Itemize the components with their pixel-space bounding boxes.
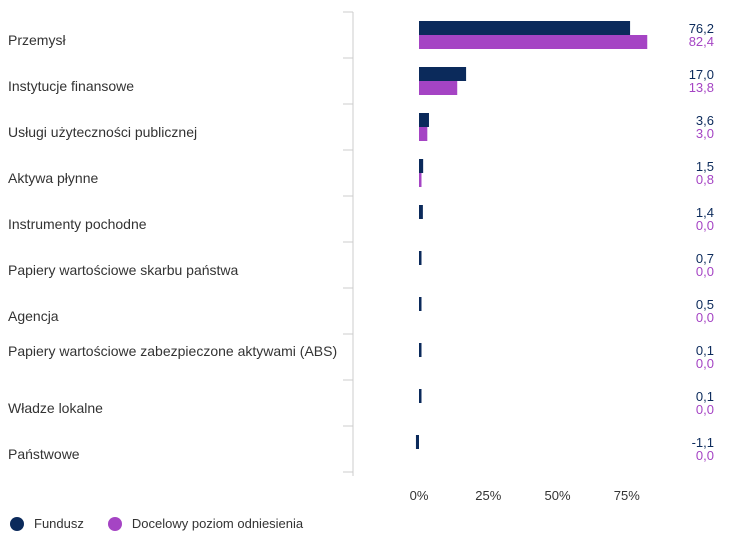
legend-item-fundusz: Fundusz: [10, 516, 84, 531]
data-label-fundusz: 3,6: [695, 113, 714, 128]
category-label: Władze lokalne: [8, 400, 103, 416]
data-label-benchmark: 0,0: [695, 402, 714, 417]
data-label-fundusz: 1,5: [695, 159, 714, 174]
data-label-fundusz: 17,0: [688, 67, 714, 82]
bar-fundusz: [419, 297, 422, 311]
data-label-fundusz: 0,5: [695, 297, 714, 312]
bar-benchmark: [419, 127, 428, 141]
category-label: Papiery wartościowe skarbu państwa: [8, 262, 239, 278]
data-label-fundusz: 0,1: [695, 343, 714, 358]
data-label-fundusz: 0,7: [695, 251, 714, 266]
legend-item-benchmark: Docelowy poziom odniesienia: [107, 516, 304, 531]
legend-swatch-benchmark: [107, 516, 122, 531]
legend-label-benchmark: Docelowy poziom odniesienia: [131, 516, 304, 531]
bar-fundusz: [419, 343, 422, 357]
x-tick-label: 75%: [614, 488, 640, 503]
category-label: Państwowe: [8, 446, 80, 462]
category-label: Usługi użyteczności publicznej: [8, 124, 198, 140]
x-tick-label: 0%: [410, 488, 429, 503]
category-label: Aktywa płynne: [8, 170, 99, 186]
data-label-benchmark: 82,4: [688, 34, 714, 49]
bar-benchmark: [419, 35, 648, 49]
legend: Fundusz Docelowy poziom odniesienia: [10, 516, 327, 531]
data-label-benchmark: 0,0: [695, 310, 714, 325]
data-label-fundusz: 0,1: [695, 389, 714, 404]
category-label: Instytucje finansowe: [8, 78, 135, 94]
data-label-benchmark: 13,8: [688, 80, 714, 95]
data-label-benchmark: 0,8: [695, 172, 714, 187]
data-label-benchmark: 0,0: [695, 448, 714, 463]
category-label: Przemysł: [8, 32, 66, 48]
bar-fundusz: [419, 389, 422, 403]
bar-benchmark: [419, 173, 422, 187]
x-tick-label: 50%: [544, 488, 570, 503]
data-label-benchmark: 3,0: [695, 126, 714, 141]
bar-fundusz: [419, 67, 467, 81]
bar-fundusz: [419, 21, 631, 35]
category-label: Agencja: [8, 308, 59, 324]
x-tick-label: 25%: [475, 488, 501, 503]
bar-benchmark: [419, 81, 458, 95]
data-label-fundusz: 76,2: [688, 21, 714, 36]
category-label: Papiery wartościowe zabezpieczone aktywa…: [8, 343, 338, 359]
bar-fundusz: [419, 251, 422, 265]
data-label-fundusz: 1,4: [695, 205, 714, 220]
bar-fundusz: [415, 435, 419, 449]
data-label-fundusz: -1,1: [691, 435, 714, 450]
legend-label-fundusz: Fundusz: [34, 516, 84, 531]
data-label-benchmark: 0,0: [695, 356, 714, 371]
category-label: Instrumenty pochodne: [8, 216, 147, 232]
data-label-benchmark: 0,0: [695, 218, 714, 233]
bar-fundusz: [419, 113, 429, 127]
data-label-benchmark: 0,0: [695, 264, 714, 279]
bar-fundusz: [419, 205, 423, 219]
legend-swatch-fundusz: [10, 516, 24, 531]
bar-fundusz: [419, 159, 424, 173]
